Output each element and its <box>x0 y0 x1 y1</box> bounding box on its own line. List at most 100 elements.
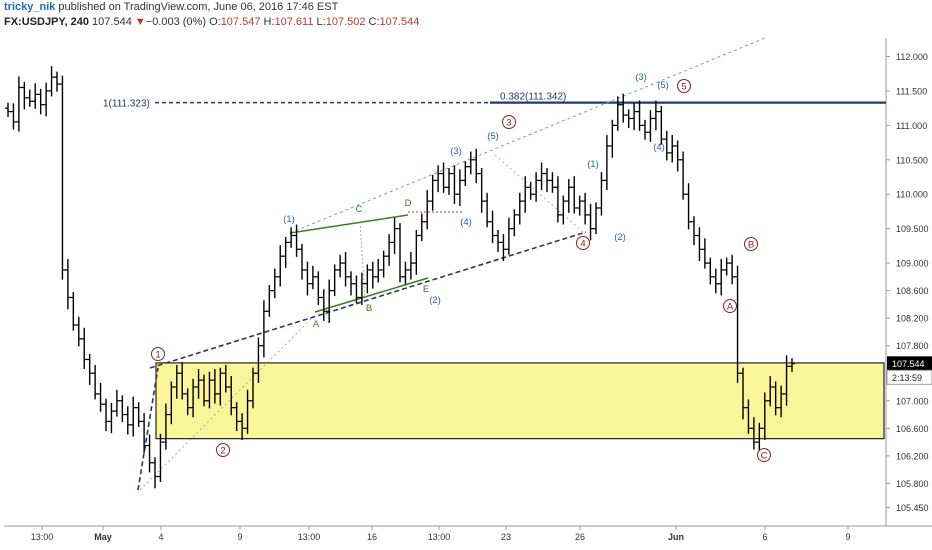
y-tick-label: 106.200 <box>896 451 929 461</box>
wave-label-green: B <box>366 303 372 314</box>
ohlc-bar <box>337 254 344 278</box>
x-tick-label: 16 <box>367 532 377 542</box>
ohlc-bar <box>789 358 795 372</box>
high-value: 107.611 <box>274 16 314 28</box>
ohlc-bar <box>397 223 403 283</box>
ohlc-bar <box>533 172 540 202</box>
x-tick-label: 13:00 <box>428 532 451 542</box>
wave-label-red: 3 <box>502 115 516 129</box>
wave-label-text: 5 <box>681 82 686 93</box>
wave-label-red: 1 <box>151 347 165 361</box>
ohlc-bar <box>598 172 605 216</box>
ohlc-bar <box>113 389 120 417</box>
y-tick-label: 107.800 <box>896 341 929 351</box>
open-value: 107.547 <box>220 16 261 28</box>
ohlc-bar <box>538 162 545 191</box>
ohlc-bar <box>484 192 491 228</box>
price-tag-label: 107.544 <box>892 359 925 369</box>
x-tick-label: Jun <box>668 532 684 542</box>
ohlc-bar <box>81 327 88 370</box>
ohlc-bar <box>157 433 164 483</box>
ohlc-bar <box>576 195 583 216</box>
support-zone <box>155 362 885 440</box>
close-value: 107.544 <box>379 16 420 28</box>
guide-line <box>139 317 313 491</box>
ohlc-bar <box>429 174 436 211</box>
wave-label-text: A <box>727 302 734 313</box>
ohlc-bar <box>642 119 648 140</box>
y-tick-label: 112.000 <box>896 52 928 62</box>
wave-circle <box>576 236 590 250</box>
countdown-box <box>886 369 932 385</box>
wave-label-red: 2 <box>216 443 230 457</box>
chart-header: tricky_nik published on TradingView.com,… <box>4 0 704 36</box>
y-tick-label: 107.000 <box>896 396 929 406</box>
ohlc-bar <box>43 82 50 117</box>
wave-circle <box>151 347 165 361</box>
triangle-upper-line <box>289 214 409 234</box>
ohlc-bar <box>631 103 638 131</box>
wave-label-red: C <box>757 448 771 462</box>
ohlc-bar <box>282 236 289 268</box>
x-tick-label: 6 <box>762 532 767 542</box>
trend-line-start <box>137 367 159 491</box>
wave-labels: 1 2 3 4 5 A B C (1) (2) (3) (4) (5) (1) (2) (3) (4) (5) A B… <box>151 72 771 462</box>
down-arrow-icon: ▼ <box>134 16 146 28</box>
ohlc-bar <box>473 148 480 184</box>
ohlc-bar <box>685 183 692 230</box>
ohlc-bar <box>86 353 93 385</box>
y-tick-label: 108.600 <box>896 286 929 296</box>
ohlc-bar <box>696 227 703 261</box>
ohlc-bar <box>59 75 66 280</box>
ohlc-bar <box>691 216 697 246</box>
close-label: C: <box>368 16 380 28</box>
ohlc-bar <box>92 364 99 400</box>
wave-circle <box>216 443 230 457</box>
ohlc-bar <box>15 76 22 132</box>
ohlc-bar <box>103 398 109 432</box>
ohlc-bar <box>424 190 431 230</box>
ohlc-bar <box>293 224 300 257</box>
ohlc-bar <box>527 181 534 200</box>
ohlc-bar <box>712 268 719 294</box>
ohlc-bar <box>565 179 572 213</box>
x-tick-label: 9 <box>845 532 850 542</box>
ohlc-bar <box>288 227 295 248</box>
y-tick-label: 105.450 <box>896 503 929 513</box>
ohlc-bar <box>718 258 725 296</box>
trend-line-lower <box>149 231 587 369</box>
ohlc-bar <box>10 103 17 130</box>
ohlc-bar <box>625 109 632 129</box>
x-tick-label: 26 <box>575 532 585 542</box>
ohlc-bar <box>5 102 11 118</box>
ohlc-bar <box>603 134 610 191</box>
lines-layer: 1(111.323) 0.382(111.342) <box>103 37 886 491</box>
ohlc-bar <box>130 396 137 437</box>
symbol: FX:USDJPY, 240 <box>4 16 89 28</box>
wave-label-blue: (1) <box>283 214 295 225</box>
ohlc-bar <box>729 254 736 285</box>
ohlc-bar <box>271 268 278 299</box>
wave-label-blue: (5) <box>657 80 669 91</box>
ohlc-bar <box>21 81 28 110</box>
zone-layer <box>155 362 885 440</box>
ohlc-bar <box>315 271 322 306</box>
wave-label-green: C <box>356 204 363 215</box>
countdown-label: 2:13:59 <box>892 373 922 383</box>
ohlc-bar <box>124 406 131 435</box>
ohlc-bar <box>516 192 523 225</box>
ohlc-bar <box>48 66 55 97</box>
wave-label-text: 2 <box>220 446 225 457</box>
ohlc-bar <box>402 261 409 285</box>
y-tick-label: 110.000 <box>896 190 928 200</box>
ohlc-bar <box>505 217 512 255</box>
wave-circle <box>502 115 516 129</box>
ohlc-bar <box>435 165 442 193</box>
wave-label-blue: (5) <box>487 131 499 142</box>
author-name[interactable]: tricky_nik <box>4 1 56 13</box>
ohlc-bar <box>358 272 365 306</box>
ohlc-bar <box>446 168 452 195</box>
ohlc-bar <box>309 265 316 290</box>
ohlc-bar <box>152 457 158 489</box>
